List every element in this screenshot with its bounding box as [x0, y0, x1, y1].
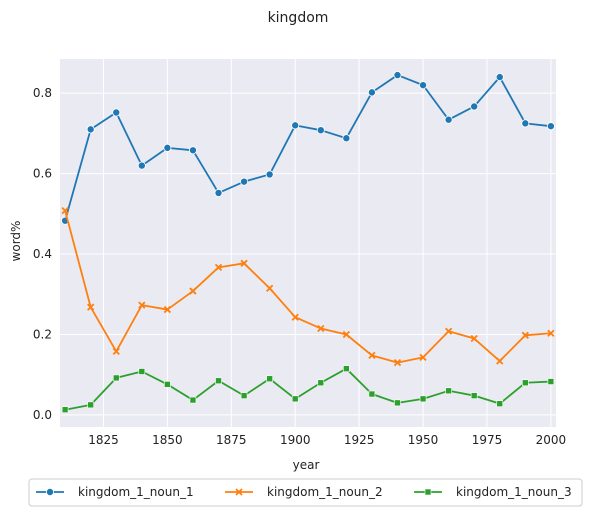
y-tick-label: 0.8	[33, 86, 52, 100]
data-point	[189, 287, 197, 295]
data-point	[470, 334, 478, 343]
data-point	[521, 331, 529, 339]
x-tick-label: 1975	[472, 433, 503, 447]
data-point	[240, 392, 248, 399]
data-point	[214, 188, 223, 197]
series-3	[61, 365, 555, 414]
series-layer	[61, 71, 555, 414]
legend: kingdom_1_noun_1 kingdom_1_noun_2 kingdom_…	[28, 478, 583, 507]
data-point	[291, 121, 300, 130]
x-axis-label: year	[293, 458, 320, 472]
data-point	[495, 73, 504, 82]
x-tick-label: 2000	[536, 433, 567, 447]
data-point	[343, 365, 350, 372]
x-axis-ticks: 1825 1850 1875 1900 1925 1950 1975 2000	[88, 433, 566, 447]
series-line	[64, 74, 551, 221]
x-tick-label: 1925	[344, 433, 375, 447]
legend-label: kingdom_1_noun_3	[456, 485, 572, 499]
data-point	[445, 387, 452, 395]
y-tick-label: 0.0	[33, 408, 52, 422]
data-point	[368, 351, 376, 360]
series-line	[64, 210, 551, 364]
data-point	[266, 284, 274, 292]
data-point	[317, 324, 325, 333]
data-point	[367, 88, 376, 97]
data-point	[496, 400, 504, 407]
series-2	[61, 206, 555, 367]
data-point	[214, 263, 223, 271]
data-point	[266, 375, 273, 383]
data-point	[419, 81, 428, 90]
data-point	[547, 378, 555, 385]
data-point	[419, 353, 427, 362]
legend-marker	[424, 488, 432, 496]
data-point	[521, 119, 530, 128]
legend-marker	[46, 487, 55, 496]
data-point	[317, 379, 325, 387]
x-tick-label: 1950	[408, 433, 439, 447]
series-line	[64, 367, 551, 411]
legend-marker	[235, 488, 243, 496]
data-point	[393, 359, 402, 367]
data-point	[163, 143, 172, 152]
data-point	[61, 206, 69, 215]
data-point	[342, 134, 351, 143]
data-point	[112, 347, 120, 356]
series-1	[61, 71, 555, 225]
data-point	[444, 327, 453, 335]
data-point	[61, 406, 69, 414]
legend-label: kingdom_1_noun_2	[267, 485, 383, 499]
data-point	[138, 368, 146, 375]
legend-item: kingdom_1_noun_1	[36, 485, 194, 499]
legend-item: kingdom_1_noun_2	[225, 485, 383, 499]
data-point	[470, 392, 478, 399]
data-point	[291, 313, 299, 321]
data-point	[316, 126, 325, 135]
data-point	[547, 329, 555, 337]
data-point	[112, 108, 121, 117]
data-point	[189, 396, 197, 404]
data-point	[86, 125, 95, 134]
data-point	[394, 399, 401, 407]
data-point	[419, 395, 427, 403]
legend-item: kingdom_1_noun_3	[414, 485, 572, 499]
legend-label: kingdom_1_noun_1	[78, 485, 194, 499]
data-point	[215, 377, 222, 385]
data-point	[87, 401, 94, 409]
data-point	[138, 301, 146, 309]
plot-area	[60, 59, 556, 427]
x-tick-label: 1825	[88, 433, 119, 447]
y-tick-label: 0.2	[33, 327, 52, 341]
data-point	[240, 259, 248, 267]
legend-box	[28, 478, 583, 507]
data-point	[342, 330, 350, 339]
data-point	[164, 381, 171, 388]
x-tick-label: 1875	[216, 433, 247, 447]
x-tick-label: 1850	[152, 433, 183, 447]
data-point	[163, 305, 172, 314]
y-axis-ticks: 0.0 0.2 0.4 0.6 0.8	[33, 86, 52, 422]
data-point	[112, 374, 120, 382]
data-point	[188, 146, 197, 155]
x-tick-label: 1900	[280, 433, 311, 447]
data-point	[444, 115, 453, 124]
data-point	[393, 71, 402, 80]
grid	[60, 59, 556, 427]
data-point	[546, 122, 555, 131]
y-tick-label: 0.4	[33, 247, 52, 261]
data-point	[522, 379, 529, 387]
data-point	[265, 170, 274, 179]
data-point	[368, 390, 376, 398]
y-tick-label: 0.6	[33, 167, 52, 181]
data-point	[240, 177, 249, 186]
y-axis-label: word%	[9, 221, 23, 262]
chart-title: kingdom	[268, 10, 329, 26]
data-point	[496, 357, 504, 365]
data-point	[291, 395, 299, 403]
data-point	[87, 303, 95, 311]
data-point	[137, 161, 146, 170]
data-point	[470, 102, 479, 111]
